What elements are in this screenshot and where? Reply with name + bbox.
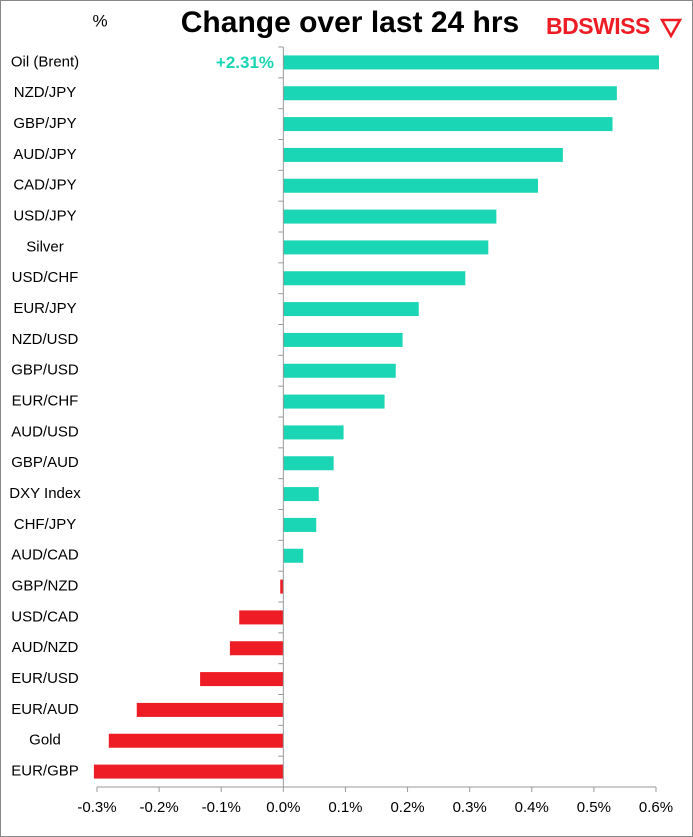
y-tick-label: EUR/GBP — [11, 763, 79, 780]
x-tick-label: -0.1% — [202, 799, 241, 816]
y-tick-label: EUR/USD — [11, 670, 79, 687]
bar — [283, 86, 617, 101]
bar — [283, 240, 489, 255]
bar — [200, 672, 284, 687]
x-tick-label: 0.2% — [390, 799, 424, 816]
bar — [283, 456, 334, 471]
y-tick-label: CHF/JPY — [14, 516, 77, 533]
y-tick-label: USD/JPY — [13, 208, 76, 225]
y-tick-label: USD/CAD — [11, 608, 79, 625]
y-tick-label: NZD/USD — [12, 331, 79, 348]
y-tick-label: AUD/NZD — [12, 639, 79, 656]
bar — [283, 517, 317, 532]
y-tick-label: EUR/AUD — [11, 701, 79, 718]
y-tick-label: EUR/CHF — [12, 393, 79, 410]
bar — [283, 548, 304, 563]
x-tick-label: 0.0% — [266, 799, 300, 816]
chart-title: Change over last 24 hrs — [181, 6, 519, 39]
y-tick-label: Oil (Brent) — [11, 53, 79, 70]
unit-label: % — [92, 11, 107, 30]
y-tick-label: GBP/USD — [11, 362, 79, 379]
bar — [283, 117, 613, 132]
x-tick-label: 0.6% — [639, 799, 673, 816]
y-tick-label: AUD/USD — [11, 423, 79, 440]
y-tick-label: NZD/JPY — [14, 84, 77, 101]
x-tick-label: -0.2% — [140, 799, 179, 816]
y-tick-label: EUR/JPY — [13, 300, 76, 317]
bar — [229, 641, 284, 656]
x-tick-label: 0.4% — [515, 799, 549, 816]
plot-area — [93, 55, 659, 779]
bar — [283, 147, 563, 162]
bar — [283, 332, 403, 347]
bar — [280, 579, 284, 594]
y-tick-label: AUD/JPY — [13, 146, 76, 163]
bar — [283, 271, 466, 286]
y-tick-label: USD/CHF — [12, 269, 79, 286]
logo: BDSWISS — [546, 13, 650, 39]
y-tick-label: CAD/JPY — [13, 177, 76, 194]
bar — [283, 394, 385, 409]
x-tick-label: 0.1% — [328, 799, 362, 816]
y-tick-label: GBP/AUD — [11, 454, 79, 471]
bar — [283, 425, 344, 440]
y-tick-label: AUD/CAD — [11, 547, 79, 564]
bar — [283, 302, 419, 317]
bar — [93, 764, 284, 779]
bar — [239, 610, 284, 625]
bar — [108, 733, 284, 748]
y-tick-label: GBP/NZD — [12, 578, 79, 595]
x-tick-label: 0.3% — [453, 799, 487, 816]
bar — [283, 487, 319, 502]
bar — [283, 178, 538, 193]
bar — [283, 363, 396, 378]
bar — [283, 55, 659, 70]
y-tick-label: GBP/JPY — [13, 115, 76, 132]
x-tick-label: -0.3% — [77, 799, 116, 816]
y-tick-label: Gold — [29, 732, 61, 749]
logo-icon — [659, 18, 683, 39]
data-label: +2.31% — [216, 53, 274, 72]
x-tick-label: 0.5% — [577, 799, 611, 816]
y-tick-label: DXY Index — [9, 485, 81, 502]
bar — [283, 209, 497, 224]
bar — [136, 702, 284, 717]
y-tick-label: Silver — [26, 238, 64, 255]
